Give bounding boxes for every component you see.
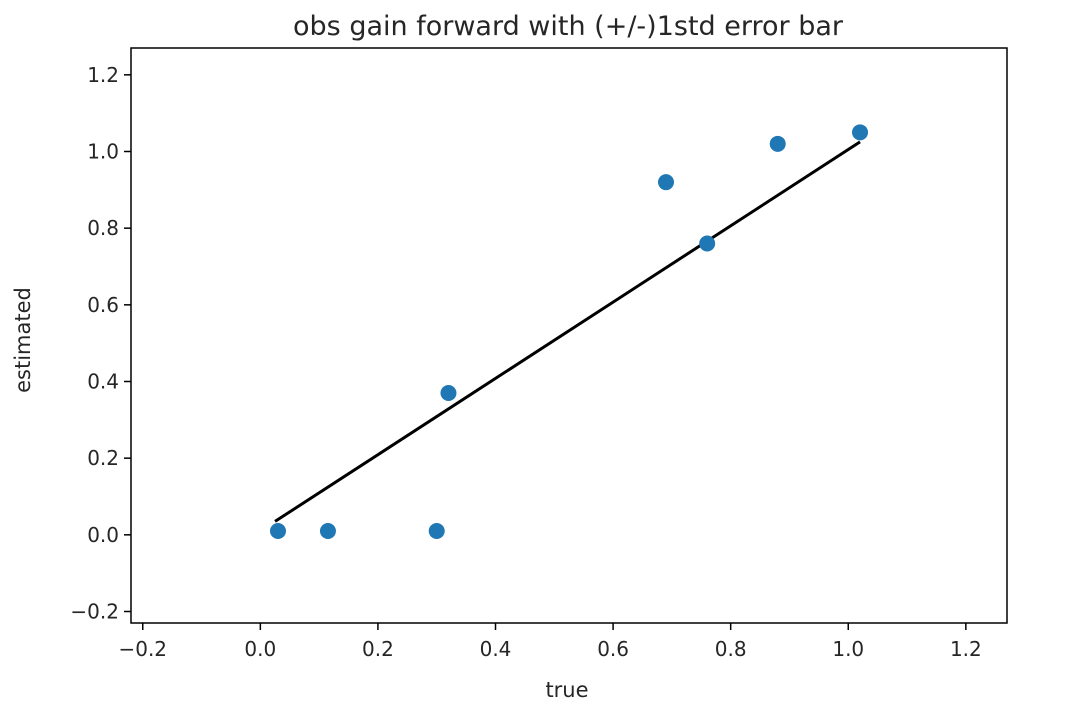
x-tick-label: 1.2 bbox=[950, 637, 982, 661]
y-tick-label: 0.8 bbox=[87, 216, 119, 240]
data-point bbox=[440, 385, 457, 401]
fit-line-series bbox=[274, 140, 861, 523]
data-point bbox=[769, 135, 786, 152]
x-axis: −0.2 0.0 0.2 0.4 0.6 0.8 1.0 1.2 bbox=[118, 623, 982, 661]
data-point bbox=[699, 235, 716, 252]
x-tick-label: 1.0 bbox=[832, 637, 864, 661]
x-tick-label: 0.8 bbox=[715, 637, 747, 661]
data-point bbox=[852, 124, 869, 141]
fit-line bbox=[274, 140, 861, 523]
y-axis-label: estimated bbox=[11, 287, 35, 393]
data-point bbox=[319, 523, 336, 539]
x-tick-label: 0.4 bbox=[480, 637, 512, 661]
y-tick-label: 0.2 bbox=[87, 446, 119, 470]
plot-area bbox=[130, 47, 1008, 624]
x-tick-label: 0.2 bbox=[362, 637, 394, 661]
scatter-series bbox=[269, 124, 869, 539]
data-point bbox=[428, 523, 445, 539]
y-tick-label: 0.0 bbox=[87, 523, 119, 547]
y-tick-label: −0.2 bbox=[70, 600, 119, 624]
y-axis: −0.2 0.0 0.2 0.4 0.6 0.8 1.0 1.2 bbox=[70, 63, 131, 624]
x-tick-label: 0.6 bbox=[597, 637, 629, 661]
y-tick-label: 1.2 bbox=[87, 63, 119, 87]
y-tick-label: 1.0 bbox=[87, 140, 119, 164]
y-tick-label: 0.6 bbox=[87, 293, 119, 317]
x-tick-label: −0.2 bbox=[118, 637, 167, 661]
data-point bbox=[269, 523, 286, 539]
x-tick-label: 0.0 bbox=[244, 637, 276, 661]
chart-title: obs gain forward with (+/-)1std error ba… bbox=[293, 11, 844, 42]
y-tick-label: 0.4 bbox=[87, 370, 119, 394]
x-axis-label: true bbox=[545, 678, 588, 702]
data-point bbox=[658, 174, 675, 191]
